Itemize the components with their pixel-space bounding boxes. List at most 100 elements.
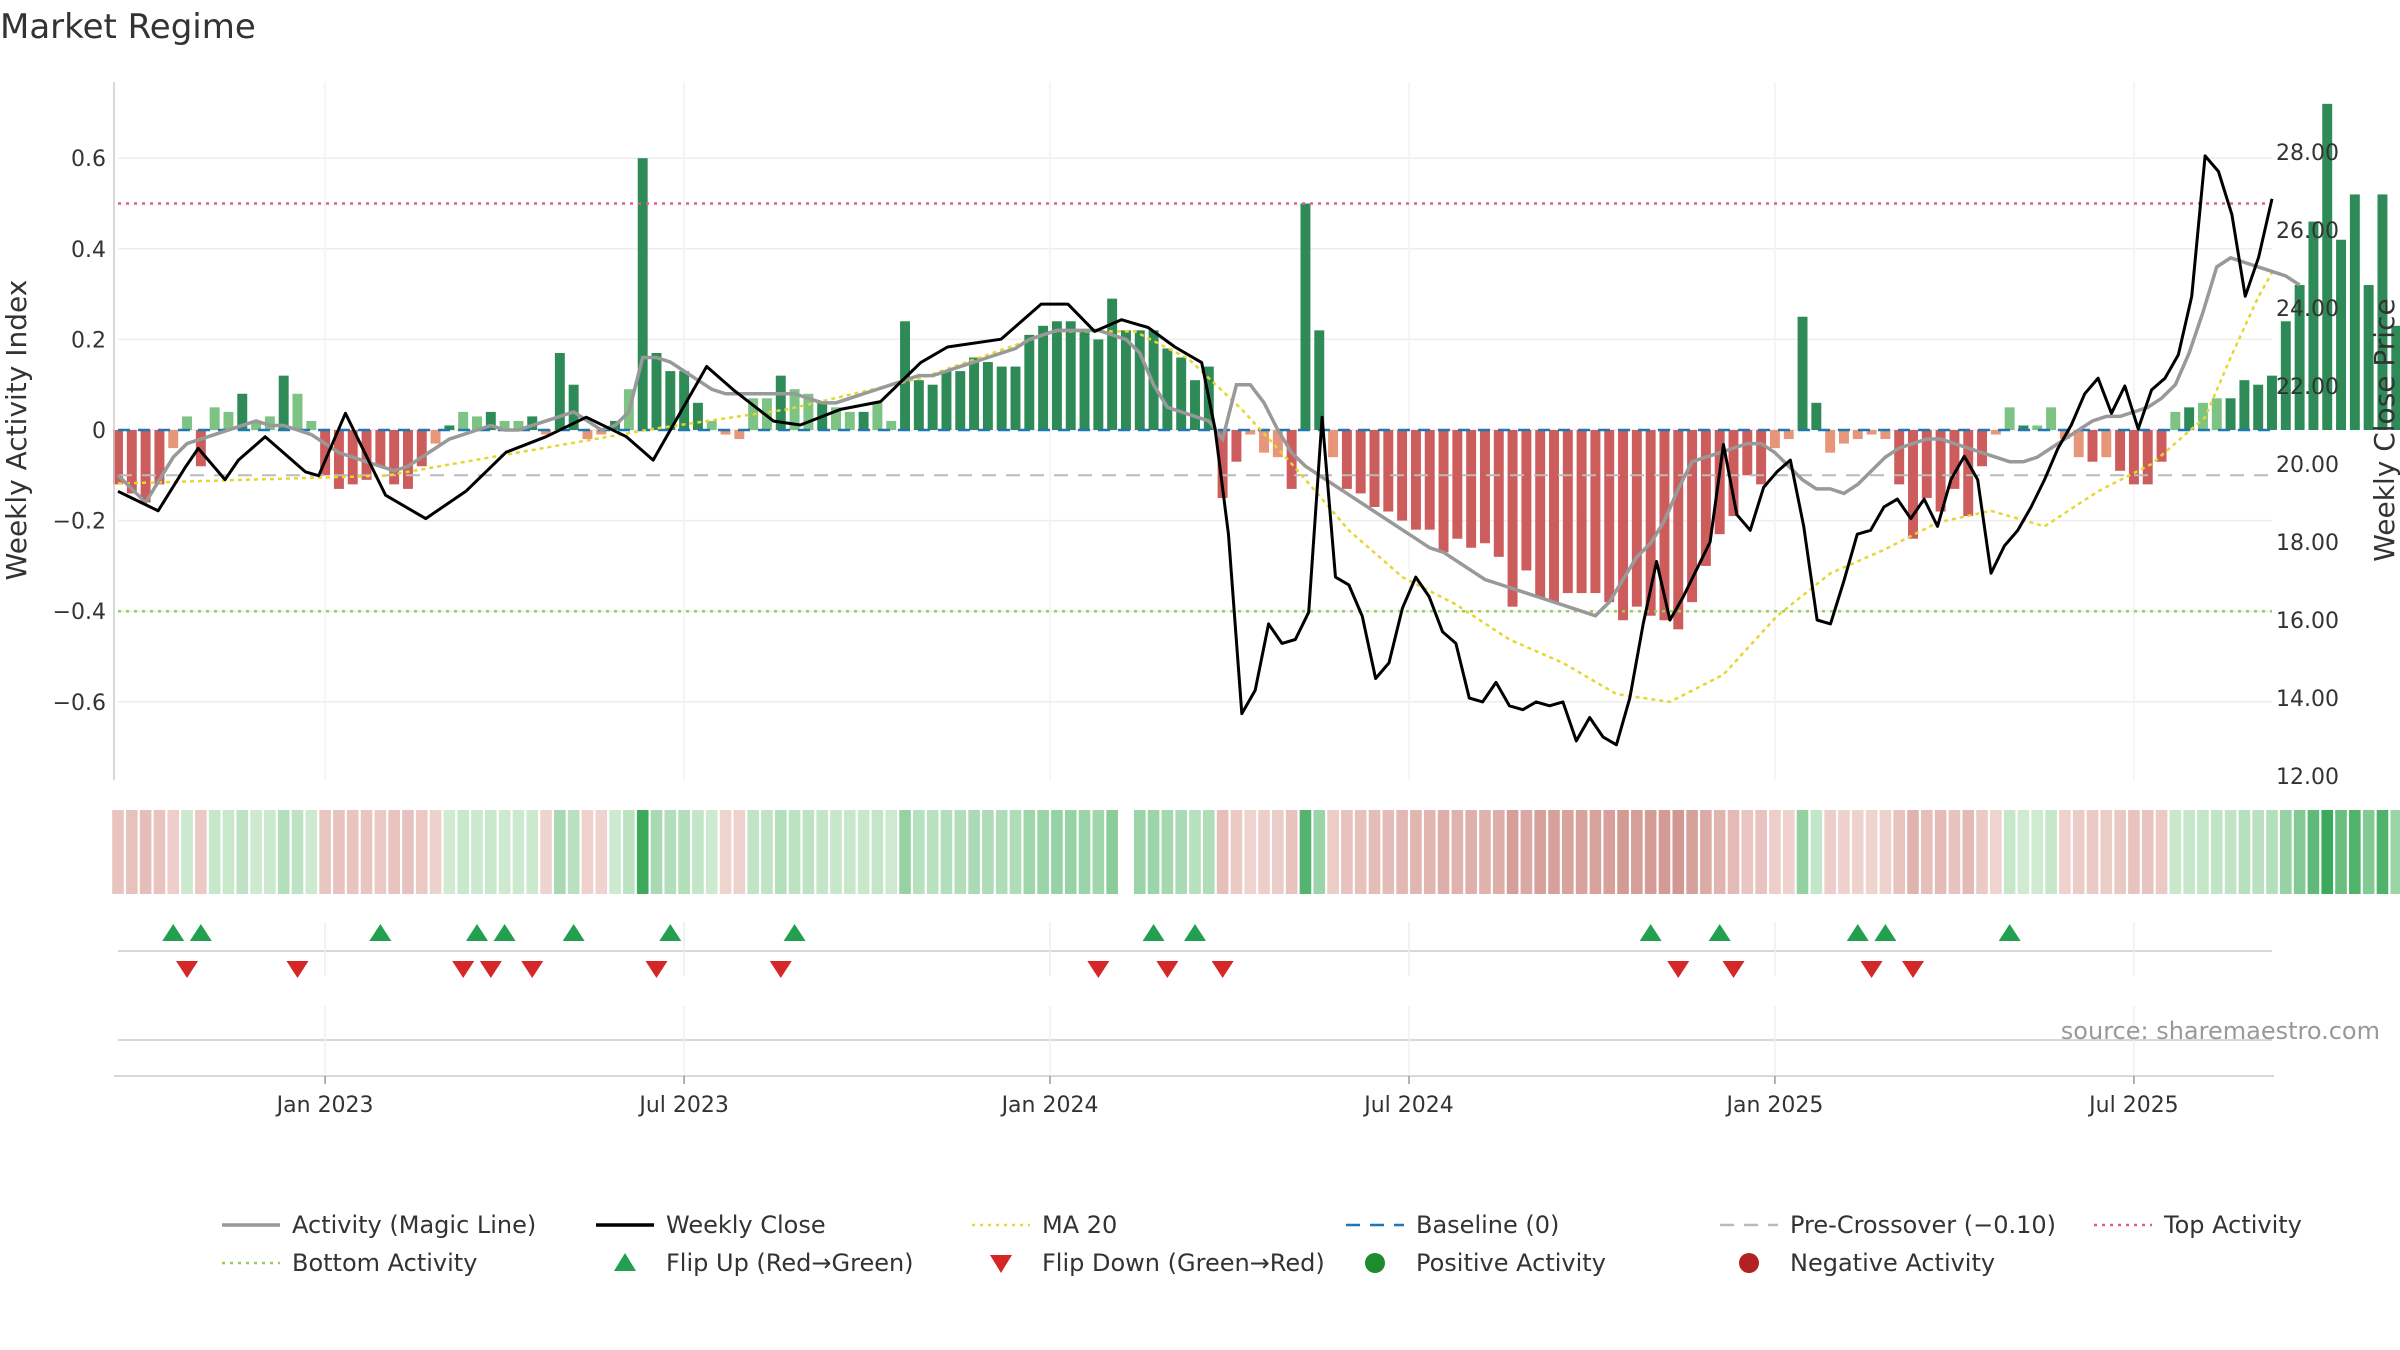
activity-bar xyxy=(1272,430,1283,458)
activity-bar xyxy=(1148,330,1159,430)
regime-cell xyxy=(1009,810,1022,894)
ma20-line xyxy=(117,272,2274,704)
activity-bar xyxy=(1217,430,1228,498)
activity-bar xyxy=(1756,430,1767,485)
legend-label: Weekly Close xyxy=(666,1211,826,1239)
activity-bar xyxy=(1120,330,1131,430)
regime-cell xyxy=(1824,810,1836,894)
regime-cell xyxy=(1810,810,1823,894)
legend-label: Flip Down (Green→Red) xyxy=(1042,1249,1325,1277)
activity-bar xyxy=(168,430,179,449)
activity-bar xyxy=(1010,366,1021,430)
flip-down-marker xyxy=(769,961,792,978)
activity-bar xyxy=(1963,430,1974,517)
regime-cell xyxy=(1631,810,1643,894)
regime-cell xyxy=(2293,810,2306,894)
activity-bar xyxy=(527,416,538,430)
activity-bar xyxy=(1314,330,1325,430)
right-tick-label: 12.00 xyxy=(2276,765,2339,790)
regime-cell xyxy=(443,810,456,894)
flip-down-marker xyxy=(1722,961,1745,978)
flip-down-marker xyxy=(286,961,309,978)
source-note: source: sharemaestro.com xyxy=(2061,1017,2380,1045)
regime-cell xyxy=(595,810,608,894)
regime-cell xyxy=(1051,810,1063,894)
activity-bar xyxy=(913,380,924,430)
regime-cell xyxy=(1479,810,1491,894)
left-tick-label: 0.2 xyxy=(71,328,106,353)
regime-cell xyxy=(264,810,276,894)
regime-cell xyxy=(885,810,898,894)
activity-bar xyxy=(1134,330,1145,430)
regime-cell xyxy=(2349,810,2361,894)
activity-bar xyxy=(2239,380,2250,430)
legend-label: Pre-Crossover (−0.10) xyxy=(1790,1211,2056,1239)
regime-cell xyxy=(126,810,138,894)
activity-bar xyxy=(2225,398,2236,430)
regime-cell xyxy=(1064,810,1077,894)
regime-cell xyxy=(1755,810,1767,894)
activity-bar xyxy=(1659,430,1670,621)
regime-cell xyxy=(1713,810,1726,894)
activity-bar xyxy=(1245,430,1256,435)
regime-cell xyxy=(2114,810,2126,894)
regime-cell xyxy=(402,810,414,894)
activity-bar xyxy=(665,371,676,430)
flip-down-marker xyxy=(645,961,668,978)
flip-up-marker xyxy=(466,924,488,941)
regime-cell xyxy=(236,810,249,894)
right-tick-label: 24.00 xyxy=(2276,297,2339,322)
reference-lines xyxy=(118,202,2272,613)
regime-cell xyxy=(1023,810,1036,894)
chart-title: Market Regime xyxy=(0,7,256,47)
activity-bar xyxy=(402,430,413,489)
activity-bar xyxy=(182,416,193,430)
regime-cell xyxy=(1700,810,1712,894)
flip-up-marker xyxy=(162,924,185,941)
regime-cell xyxy=(1865,810,1878,894)
activity-bar xyxy=(292,393,303,430)
regime-cell xyxy=(1603,810,1616,894)
activity-bar xyxy=(2197,402,2208,430)
regime-cell xyxy=(139,810,152,894)
right-tick-label: 20.00 xyxy=(2276,453,2339,478)
regime-cell xyxy=(678,810,690,894)
activity-bar xyxy=(2308,221,2319,430)
legend: Activity (Magic Line) Weekly Close MA 20 Ba… xyxy=(222,1211,2302,1277)
activity-bar xyxy=(2391,325,2400,430)
right-tick-label: 22.00 xyxy=(2276,375,2339,400)
regime-cell xyxy=(1230,810,1243,894)
regime-cell xyxy=(1382,810,1395,894)
activity-bar xyxy=(927,384,938,430)
activity-bar xyxy=(637,158,648,430)
regime-cell xyxy=(1133,810,1146,894)
regime-cell xyxy=(2045,810,2057,894)
legend-label: Positive Activity xyxy=(1416,1249,1606,1277)
activity-bar xyxy=(126,430,137,494)
regime-cell xyxy=(1285,810,1298,894)
activity-bar xyxy=(2115,430,2126,471)
flip-up-marker xyxy=(562,924,585,941)
activity-bar xyxy=(2184,407,2195,430)
regime-cell xyxy=(1354,810,1367,894)
flip-up-marker xyxy=(1846,924,1869,941)
activity-bar xyxy=(554,352,565,430)
regime-cell xyxy=(1341,810,1353,894)
activity-bar xyxy=(955,371,966,430)
legend-dot-icon xyxy=(1739,1253,1759,1273)
regime-cell xyxy=(1948,810,1961,894)
regime-cell xyxy=(1410,810,1422,894)
activity-bar xyxy=(720,430,731,435)
regime-cell xyxy=(733,810,746,894)
activity-bar xyxy=(1949,430,1960,489)
activity-bar xyxy=(2349,194,2360,430)
regime-cell xyxy=(1175,810,1187,894)
regime-cell xyxy=(1686,810,1698,894)
regime-cell xyxy=(1396,810,1408,894)
activity-bar xyxy=(1631,430,1642,607)
flip-up-marker xyxy=(659,924,682,941)
activity-bar xyxy=(1051,321,1062,430)
regime-cell xyxy=(1368,810,1381,894)
flip-up-marker xyxy=(1184,924,1206,941)
activity-bar xyxy=(2322,103,2333,430)
